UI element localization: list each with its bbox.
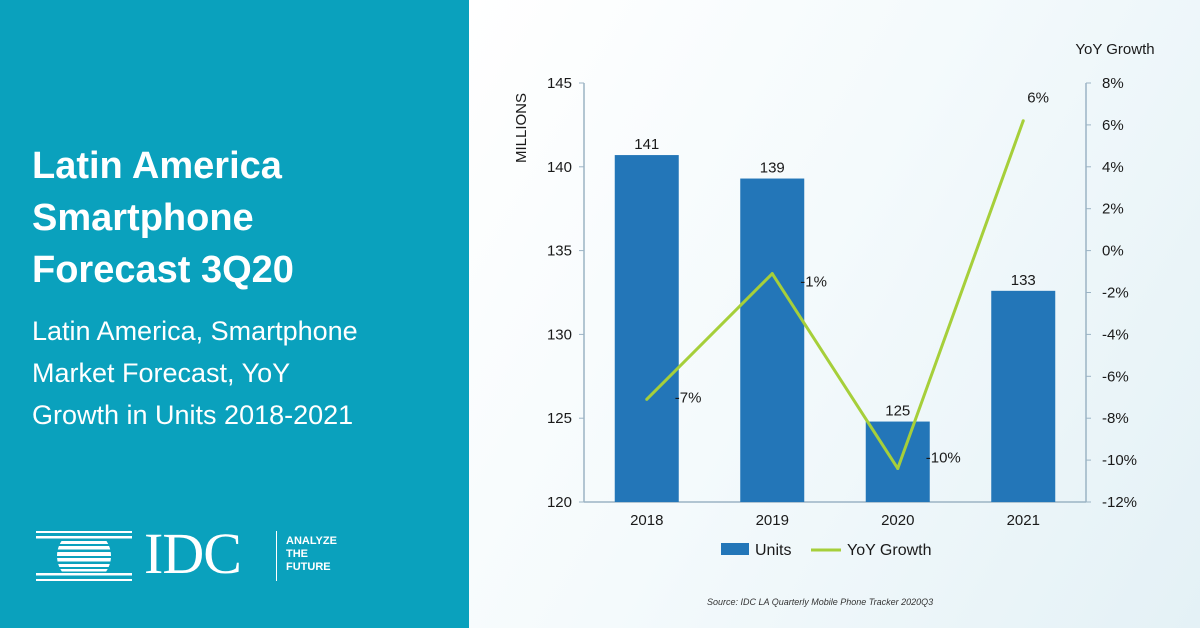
logo-divider: [276, 531, 277, 581]
title-line-3: Forecast 3Q20: [32, 249, 294, 291]
subtitle-line-2: Market Forecast, YoY: [32, 358, 291, 388]
line-point: [896, 466, 900, 470]
y-axis-title: MILLIONS: [513, 93, 530, 163]
y-tick-label: 135: [547, 243, 572, 260]
y2-tick-label: -10%: [1102, 452, 1137, 469]
y2-tick-label: -2%: [1102, 285, 1129, 302]
bar-units: [991, 290, 1056, 502]
y2-tick-label: 2%: [1102, 201, 1124, 218]
bar-value-label: 125: [885, 403, 910, 420]
line-point: [1021, 119, 1025, 123]
line-value-label: -1%: [800, 274, 827, 291]
bar-value-label: 133: [1011, 272, 1036, 289]
bar-value-label: 141: [634, 136, 659, 153]
y2-tick-label: -12%: [1102, 494, 1137, 511]
y2-axis-title: YoY Growth: [1075, 41, 1154, 58]
tagline-line-1: ANALYZE: [286, 535, 337, 547]
line-value-label: -10%: [926, 449, 961, 466]
source-note: Source: IDC LA Quarterly Mobile Phone Tr…: [707, 597, 934, 607]
x-tick-label: 2020: [881, 512, 914, 529]
y2-tick-label: 4%: [1102, 159, 1124, 176]
idc-logo: IDC ANALYZE THE FUTURE: [36, 523, 356, 585]
globe-striped-icon: [36, 531, 132, 581]
x-tick-label: 2018: [630, 512, 663, 529]
legend-label-yoy: YoY Growth: [847, 542, 932, 559]
line-point: [770, 272, 774, 276]
y-tick-label: 120: [547, 494, 572, 511]
forecast-chart: 120 125 130 135 140 145 -12% -10% -8% -6% -4% -2% 0%…: [513, 41, 1155, 559]
line-value-label: 6%: [1027, 90, 1049, 107]
y2-tick-label: -8%: [1102, 410, 1129, 427]
legend-label-units: Units: [755, 542, 791, 559]
tagline-line-3: FUTURE: [286, 561, 331, 573]
legend-swatch-units: [721, 543, 749, 555]
x-tick-label: 2019: [756, 512, 789, 529]
y2-tick-label: -4%: [1102, 326, 1129, 343]
page-subtitle: Latin America, Smartphone Market Forecas…: [32, 310, 452, 436]
chart-panel: 120 125 130 135 140 145 -12% -10% -8% -6% -4% -2% 0%…: [469, 0, 1200, 628]
line-value-label: -7%: [675, 389, 702, 406]
page-title: Latin America Smartphone Forecast 3Q20: [32, 140, 452, 296]
y-tick-label: 125: [547, 410, 572, 427]
subtitle-line-1: Latin America, Smartphone: [32, 316, 358, 346]
logo-tagline: ANALYZE THE FUTURE: [286, 535, 337, 574]
y2-tick-label: 0%: [1102, 243, 1124, 260]
bar-value-label: 139: [760, 160, 785, 177]
title-panel: Latin America Smartphone Forecast 3Q20 L…: [0, 0, 469, 628]
title-line-2: Smartphone: [32, 197, 254, 239]
line-yoy-growth: [645, 120, 1025, 470]
bar-units: [740, 178, 805, 503]
x-tick-label: 2021: [1007, 512, 1040, 529]
bar-units: [614, 155, 679, 502]
y-tick-label: 145: [547, 75, 572, 92]
y2-tick-label: 8%: [1102, 75, 1124, 92]
title-line-1: Latin America: [32, 145, 282, 187]
tagline-line-2: THE: [286, 548, 308, 560]
subtitle-line-3: Growth in Units 2018-2021: [32, 400, 354, 430]
logo-wordmark: IDC: [144, 521, 242, 586]
y2-tick-label: -6%: [1102, 368, 1129, 385]
y2-tick-label: 6%: [1102, 117, 1124, 134]
y-tick-label: 140: [547, 159, 572, 176]
line-point: [645, 397, 649, 401]
y-tick-label: 130: [547, 326, 572, 343]
